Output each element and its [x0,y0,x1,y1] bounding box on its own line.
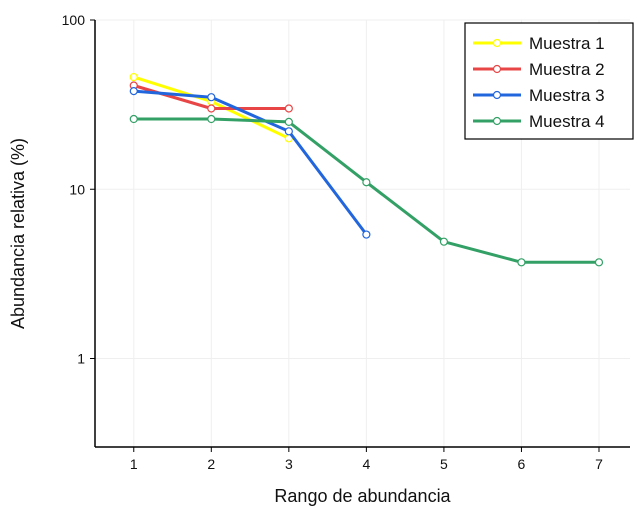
data-point [284,117,293,126]
legend-label: Muestra 1 [529,34,605,53]
y-axis-title: Abundancia relativa (%) [8,138,28,329]
x-tick-label: 2 [207,456,215,472]
legend-swatch-marker [492,116,502,126]
data-point [517,258,526,267]
x-tick-label: 6 [518,456,526,472]
data-point [129,72,138,82]
series-3 [129,87,371,239]
x-tick-label: 5 [440,456,448,472]
axes [94,20,630,448]
data-point [594,258,604,267]
legend-item: Muestra 3 [473,86,605,105]
x-tick-label: 7 [595,456,603,472]
data-point [207,104,216,113]
x-tick-label: 1 [130,456,138,472]
legend-item: Muestra 2 [473,60,605,79]
x-tick-label: 3 [285,456,293,472]
data-point [362,178,371,187]
data-point [207,114,216,124]
series-line [132,89,368,236]
ticks: 1 2 3 4 5 6 7 1 10 100 [62,12,603,472]
series-layer [129,72,604,267]
legend-item: Muestra 4 [473,112,605,131]
legend-label: Muestra 4 [529,112,605,131]
legend-swatch-marker [492,90,502,100]
y-tick-label: 100 [62,12,86,28]
data-point [362,230,371,239]
data-point [129,87,138,96]
legend-label: Muestra 3 [529,86,605,105]
data-point [284,104,293,113]
y-tick-label: 10 [69,181,85,197]
x-tick-label: 4 [362,456,370,472]
legend: Muestra 1 Muestra 2 Muestra 3 Muestra 4 [464,22,634,140]
legend-label: Muestra 2 [529,60,605,79]
legend-swatch-marker [492,38,502,48]
series-1 [129,72,293,143]
legend-swatch-marker [492,64,502,74]
series-4 [129,114,604,267]
data-point [439,237,449,246]
y-tick-label: 1 [77,351,85,367]
data-point [207,93,216,102]
data-point [129,114,138,124]
legend-item: Muestra 1 [473,34,605,53]
data-point [284,127,293,136]
x-axis-title: Rango de abundancia [274,486,451,506]
